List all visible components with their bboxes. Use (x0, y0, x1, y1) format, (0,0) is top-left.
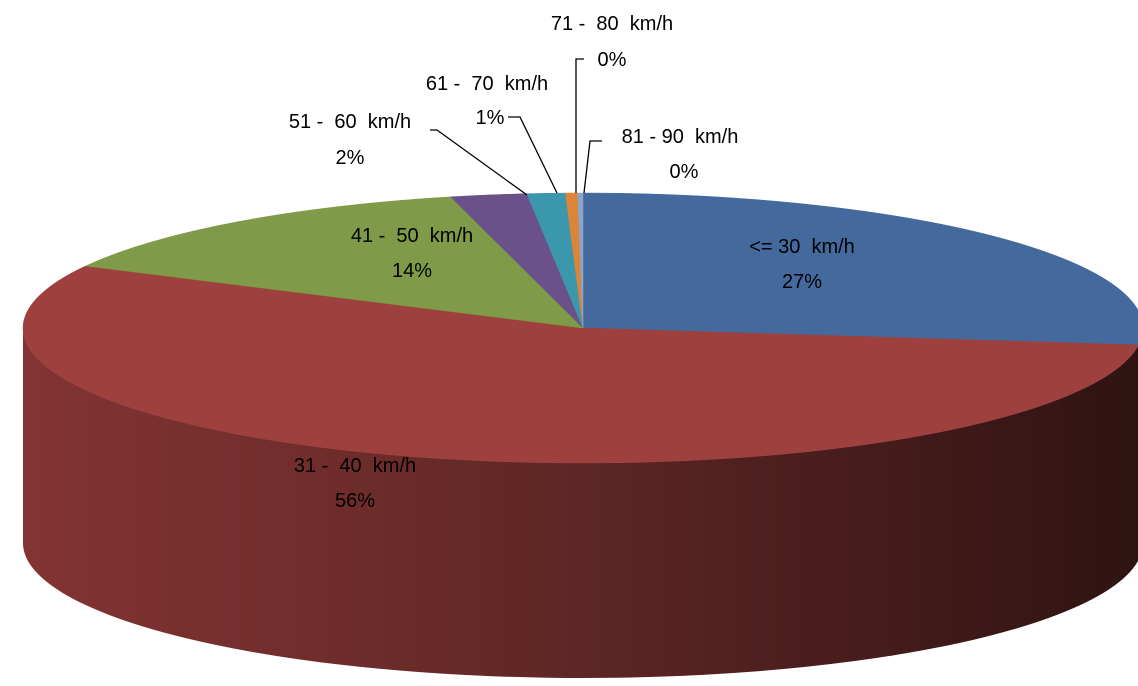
label-name-le-30: <= 30 km/h (749, 236, 855, 258)
leader-line-71-80 (575, 58, 584, 193)
leader-line-61-70 (508, 116, 558, 194)
slice-labels: <= 30 km/h 27% 31 - 40 km/h 56% 41 - 50 km/h… (289, 13, 855, 512)
label-name-71-80: 71 - 80 km/h (551, 13, 673, 35)
label-name-41-50: 41 - 50 km/h (351, 225, 473, 247)
label-percent-81-90: 0% (670, 161, 699, 183)
label-percent-41-50: 14% (392, 260, 432, 282)
label-percent-51-60: 2% (336, 147, 365, 169)
label-name-81-90: 81 - 90 km/h (622, 126, 739, 148)
pie-side-walls (23, 328, 1138, 678)
label-percent-le-30: 27% (782, 271, 822, 293)
slice-41-50 (84, 196, 584, 329)
leader-line-51-60 (430, 129, 528, 196)
leader-line-81-90 (583, 140, 602, 194)
label-percent-31-40: 56% (335, 490, 375, 512)
side-wall-31-40 (23, 328, 1138, 678)
label-name-51-60: 51 - 60 km/h (289, 111, 411, 133)
slice-81-90 (577, 192, 584, 329)
label-percent-71-80: 0% (598, 49, 627, 71)
label-name-31-40: 31 - 40 km/h (294, 455, 416, 477)
slice-le-30 (582, 192, 1138, 346)
pie-top-faces (22, 192, 1138, 464)
leader-lines (430, 58, 602, 196)
label-percent-61-70: 1% (476, 107, 505, 129)
slice-31-40 (22, 265, 1138, 464)
label-name-61-70: 61 - 70 km/h (426, 73, 548, 95)
